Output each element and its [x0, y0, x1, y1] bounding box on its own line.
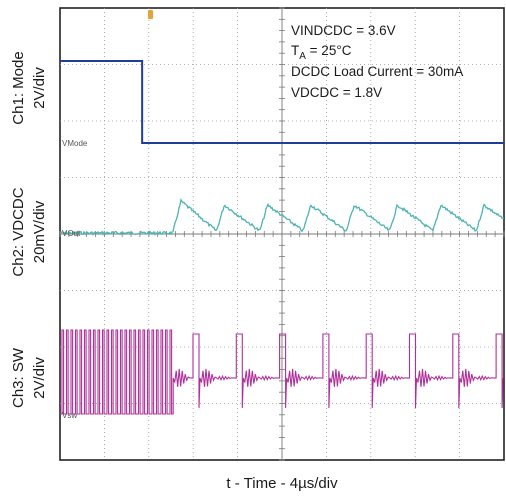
- ylabel-ch1: Ch1: Mode 2V/div: [10, 51, 48, 124]
- svg-text:Ch2: VDCDC: Ch2: VDCDC: [10, 187, 27, 276]
- ylabel-ch2: Ch2: VDCDC 20mV/div: [10, 187, 48, 276]
- trigger-marker: [148, 10, 153, 19]
- svg-text:20mV/div: 20mV/div: [31, 200, 48, 263]
- annotation-load: DCDC Load Current = 30mA: [291, 64, 463, 79]
- svg-text:Ch3: SW: Ch3: SW: [10, 347, 27, 408]
- annotation-vout: VDCDC = 1.8V: [291, 85, 382, 100]
- svg-text:2V/div: 2V/div: [31, 67, 48, 109]
- traces: [59, 60, 504, 415]
- ref-label-ch1: VMode: [62, 139, 88, 148]
- svg-text:2V/div: 2V/div: [31, 357, 48, 399]
- ref-label-ch2: VOut: [62, 229, 81, 238]
- ref-label-ch3: Vsw: [62, 411, 77, 420]
- annotation-temp: TA = 25°C: [291, 43, 352, 62]
- annotation-vin: VINDCDC = 3.6V: [291, 23, 396, 38]
- ylabel-ch3: Ch3: SW 2V/div: [10, 347, 48, 408]
- x-axis-label: t - Time - 4µs/div: [226, 475, 338, 492]
- trace-ch2-vout: [59, 198, 504, 237]
- trace-ch1-mode: [60, 60, 504, 144]
- trace-ch3-sw: [60, 329, 504, 415]
- svg-text:Ch1: Mode: Ch1: Mode: [10, 51, 27, 124]
- annotation-block: VINDCDC = 3.6V TA = 25°C DCDC Load Curre…: [291, 23, 463, 100]
